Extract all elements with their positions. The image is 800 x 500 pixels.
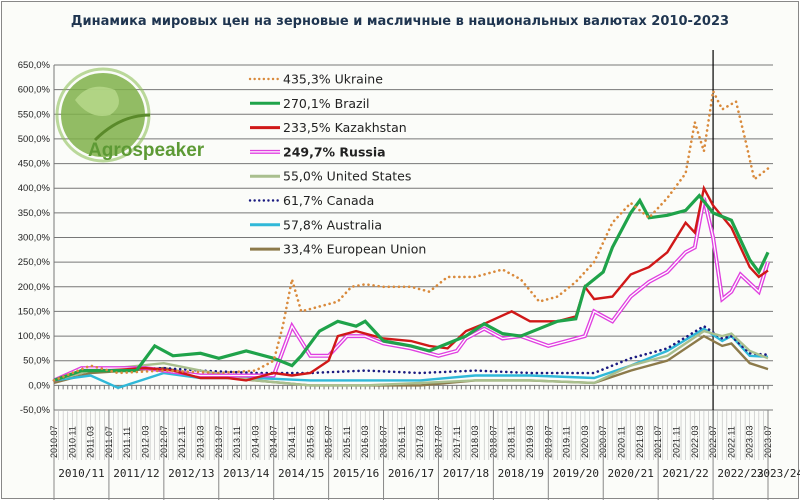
season-label: 2011/12 (113, 467, 159, 480)
legend-label: 33,4% European Union (283, 242, 426, 257)
legend-item: 435,3% Ukraine (248, 72, 383, 87)
x-tick-label: 2012.11 (177, 426, 187, 458)
x-tick-label: 2017.11 (452, 426, 462, 458)
season-label: 2014/15 (278, 467, 324, 480)
x-tick-label: 2013.03 (195, 425, 205, 458)
x-tick-label: 2022.03 (690, 425, 700, 458)
season-label: 2022/23 (717, 467, 763, 480)
series-line (53, 184, 769, 382)
legend-label: 249,7% Russia (283, 144, 386, 159)
legend-item: 55,0% United States (250, 169, 411, 184)
x-tick-label: 2013.11 (232, 426, 242, 458)
series-ukraine (52, 86, 770, 382)
x-tick-label: 2014.03 (250, 425, 260, 458)
grid-lines (53, 50, 773, 440)
y-tick-label: 150,0% (18, 306, 51, 317)
y-tick-label: -50,0% (20, 405, 51, 416)
legend-label: 270,1% Brazil (283, 96, 370, 111)
x-tick-label: 2020.11 (617, 426, 627, 458)
x-tick-label: 2012.03 (141, 425, 151, 458)
season-label: 2020/21 (608, 467, 654, 480)
season-label: 2019/20 (553, 467, 599, 480)
x-tick-label: 2017.03 (415, 425, 425, 458)
x-tick-label: 2020.03 (580, 425, 590, 458)
series-line (53, 327, 769, 390)
x-tick-label: 2014.11 (287, 426, 297, 458)
legend-label: 57,8% Australia (283, 217, 382, 232)
y-tick-label: 50,0% (23, 356, 50, 367)
legend-label: 61,7% Canada (283, 193, 374, 208)
series-line (53, 193, 770, 382)
x-tick-label: 2021.03 (635, 425, 645, 458)
x-tick-label: 2021.11 (671, 426, 681, 458)
y-tick-label: 550,0% (18, 109, 51, 120)
legend: 435,3% Ukraine 270,1% Brazil 233,5% Kazakh… (248, 72, 426, 257)
x-tick-label: 2019.11 (562, 426, 572, 458)
y-tick-label: 200,0% (18, 282, 51, 293)
series-lines (52, 86, 770, 390)
x-tick-label: 2010.11 (67, 426, 77, 458)
series-australia (53, 327, 769, 390)
y-tick-label: 350,0% (18, 208, 51, 219)
y-tick-label: 0,0% (28, 380, 50, 391)
season-label: 2018/19 (498, 467, 544, 480)
y-tick-label: 250,0% (18, 257, 51, 268)
series-brazil (53, 193, 770, 382)
x-tick-label: 2022.11 (726, 426, 736, 458)
season-label: 2012/13 (168, 467, 214, 480)
x-tick-label: 2019.03 (525, 425, 535, 458)
x-tick-label: 2011.03 (86, 426, 96, 458)
season-label: 2015/16 (333, 467, 379, 480)
x-tick-label: 2018.03 (470, 425, 480, 458)
season-label: 2023/24 (757, 467, 800, 480)
legend-label: 55,0% United States (283, 169, 411, 184)
legend-item: 57,8% Australia (250, 217, 382, 232)
series-line (53, 329, 769, 387)
series-line (52, 86, 770, 382)
x-tick-label: 2023.03 (745, 425, 755, 458)
agrospeaker-logo: Agrospeaker (55, 67, 205, 163)
logo-text: Agrospeaker (88, 140, 205, 161)
y-tick-label: 600,0% (18, 85, 51, 96)
y-axis-labels: 650,0% 600,0% 550,0% 500,0% 450,0% 400,0% 350,… (18, 60, 51, 416)
legend-item: 249,7% Russia (250, 144, 386, 159)
y-tick-label: 500,0% (18, 134, 51, 145)
season-label: 2013/14 (223, 467, 270, 480)
legend-label: 435,3% Ukraine (283, 72, 383, 87)
y-tick-label: 100,0% (18, 331, 51, 342)
x-tick-label: 2015.11 (342, 426, 352, 458)
y-tick-label: 300,0% (18, 233, 51, 244)
season-label: 2010/11 (58, 467, 104, 480)
x-tick-label: 2015.03 (305, 425, 315, 458)
x-tick-label: 2016.03 (360, 425, 370, 458)
legend-label: 233,5% Kazakhstan (283, 120, 407, 135)
series-russia (53, 197, 770, 383)
y-tick-label: 450,0% (18, 159, 51, 170)
season-label: 2017/18 (443, 467, 489, 480)
x-tick-label: 2016.11 (397, 426, 407, 458)
chart-title: Динамика мировых цен на зерновые и масли… (70, 14, 730, 29)
legend-item: 233,5% Kazakhstan (250, 120, 407, 135)
season-label: 2021/22 (662, 467, 708, 480)
x-axis: 2010.07 2010.11 2011.03 2011.07 2011.11 2012.… (49, 385, 800, 500)
legend-item: 270,1% Brazil (250, 96, 370, 111)
y-tick-label: 650,0% (18, 60, 51, 71)
legend-item: 33,4% European Union (250, 242, 426, 257)
series-kazakhstan (53, 184, 769, 382)
x-tick-label: 2018.11 (507, 426, 517, 458)
season-label: 2016/17 (388, 467, 434, 480)
y-tick-label: 400,0% (18, 183, 51, 194)
x-tick-label: 2011.11 (122, 427, 132, 458)
series-united-states (53, 329, 769, 387)
series-line-inner (53, 197, 769, 381)
legend-item: 61,7% Canada (248, 193, 374, 208)
